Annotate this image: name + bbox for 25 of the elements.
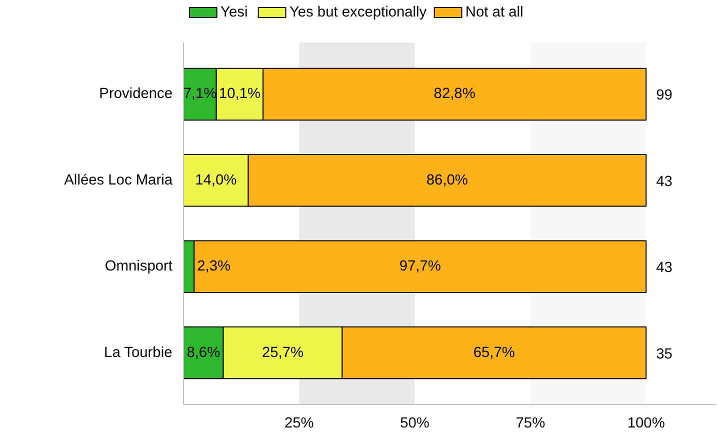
data-label: 65,7% (473, 344, 515, 361)
annotation: 35 (656, 346, 672, 362)
annotation: 43 (656, 260, 672, 276)
x-tick-label: 50% (400, 416, 430, 432)
y-tick-label: Omnisport (104, 258, 173, 275)
annotation: 99 (656, 88, 672, 104)
y-tick-label: Allées Loc Maria (64, 172, 174, 188)
legend-label: Not at all (465, 4, 524, 20)
data-label: 25,7% (262, 344, 304, 361)
annotation: 43 (656, 174, 672, 190)
data-label: 86,0% (426, 172, 468, 188)
data-label: 82,8% (434, 86, 476, 102)
legend-label: Yes but exceptionally (289, 4, 428, 20)
y-tick-label: Providence (99, 86, 173, 102)
data-label: 8,6% (186, 344, 220, 361)
legend-label: Yesi (220, 4, 248, 20)
data-label: 14,0% (195, 172, 237, 188)
y-tick-label: La Tourbie (104, 344, 172, 361)
x-tick-label: 100% (627, 416, 665, 432)
data-label: 2,3% (197, 258, 231, 275)
data-label: 7,1% (183, 86, 217, 102)
x-tick-label: 25% (284, 416, 314, 432)
data-label: 10,1% (218, 86, 260, 102)
x-tick-label: 75% (516, 416, 546, 432)
data-label: 97,7% (399, 258, 441, 275)
